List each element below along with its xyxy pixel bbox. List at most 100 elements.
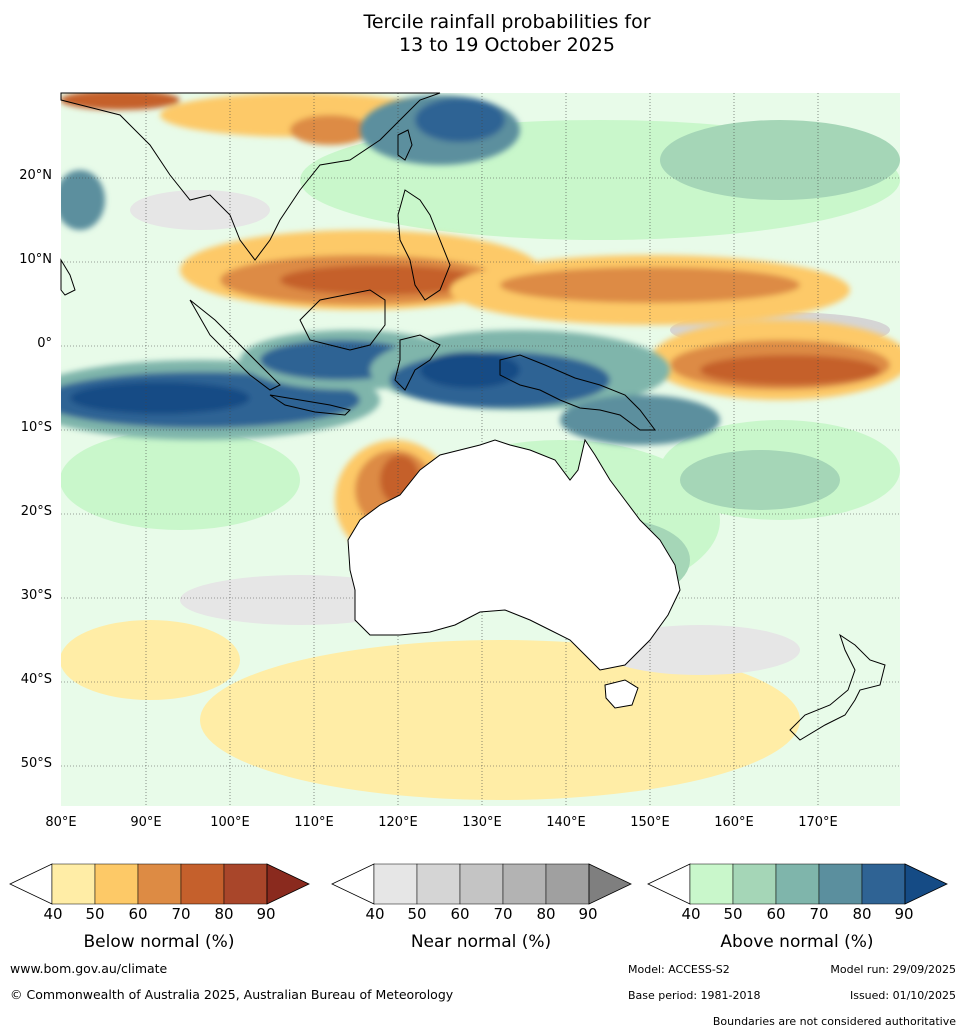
legend-above-over-triangle	[904, 863, 948, 905]
legend-below-over-triangle	[266, 863, 310, 905]
footer-copyright: © Commonwealth of Australia 2025, Austra…	[10, 987, 454, 1002]
legend-above-segment-50	[732, 863, 777, 905]
lon-label-100e: 100°E	[210, 815, 250, 830]
sumatra-outline	[189, 299, 281, 391]
legend-above-segment-60	[775, 863, 820, 905]
lon-label-120e: 120°E	[378, 815, 418, 830]
legend-near-segment-50	[416, 863, 461, 905]
legend-near-over-triangle	[588, 863, 632, 905]
legend-near-tick-80: 80	[536, 905, 556, 923]
java-outline	[269, 394, 351, 416]
graticule	[61, 93, 900, 806]
legend-above-tick-70: 70	[809, 905, 829, 923]
legend-near-segment-70	[502, 863, 547, 905]
legend-below-under-triangle	[9, 863, 53, 905]
shade-below-south-china-sea-core	[280, 265, 480, 295]
footer-disclaimer: Boundaries are not considered authoritat…	[712, 1015, 956, 1028]
legend-near-title: Near normal (%)	[410, 932, 552, 952]
legend-near-tick-60: 60	[450, 905, 470, 923]
footer-model: Model: ACCESS-S2	[628, 963, 730, 976]
lon-label-140e: 140°E	[546, 815, 586, 830]
shade-below-bay-north-core	[290, 115, 370, 145]
lon-label-130e: 130°E	[462, 815, 502, 830]
legend-below-segment-80	[223, 863, 268, 905]
borneo-outline	[299, 289, 386, 351]
coastlines	[60, 92, 886, 741]
shade-below-southwest	[61, 620, 240, 700]
legend-near-segment-60	[459, 863, 504, 905]
footer-model-run: Model run: 29/09/2025	[830, 963, 956, 976]
lon-label-90e: 90°E	[130, 815, 162, 830]
footer-issued: Issued: 01/10/2025	[849, 989, 956, 1002]
legend-above-under-triangle	[647, 863, 691, 905]
legend-colorbars	[9, 863, 948, 905]
legend-near-tick-40: 40	[365, 905, 385, 923]
legend-near-tick-50: 50	[407, 905, 427, 923]
legend-near-tick-70: 70	[493, 905, 513, 923]
asia-coastline	[60, 92, 441, 261]
legend-above-segment-80	[861, 863, 906, 905]
legend-above-bar	[647, 863, 948, 905]
legend-below-tick-80: 80	[214, 905, 234, 923]
shade-below-equatorial-pacific-core	[700, 355, 880, 385]
lat-label-0: 0°	[37, 336, 52, 351]
new-zealand-outline	[789, 633, 886, 741]
lon-label-160e: 160°E	[714, 815, 754, 830]
lat-label-30s: 30°S	[20, 588, 52, 603]
legend-below-tick-60: 60	[128, 905, 148, 923]
legend-near-bar	[331, 863, 632, 905]
philippines-outline	[397, 189, 451, 301]
lon-label-80e: 80°E	[45, 815, 77, 830]
legend-above-segment-40	[689, 863, 734, 905]
shade-near-bay-of-bengal	[130, 190, 270, 230]
shade-above-taiwan-core	[415, 98, 505, 142]
legend-below-tick-50: 50	[85, 905, 105, 923]
legend-above-tick-90: 90	[894, 905, 914, 923]
probability-shading	[61, 93, 900, 806]
legend-above-title: Above normal (%)	[720, 932, 874, 952]
shade-above-northeast	[660, 120, 900, 200]
legend-below-segment-40	[51, 863, 96, 905]
shade-above-arabian-sea	[61, 170, 105, 230]
shade-above-coral-sea-core	[680, 450, 840, 510]
australia-landmass	[347, 438, 681, 671]
taiwan-outline	[397, 129, 413, 161]
legend-above-tick-50: 50	[723, 905, 743, 923]
shade-below-india-north	[61, 93, 180, 110]
lat-label-20s: 20°S	[20, 504, 52, 519]
legend-below-tick-70: 70	[171, 905, 191, 923]
legend-near-segment-80	[545, 863, 590, 905]
shade-above-eq-indian-core	[70, 382, 250, 414]
lon-label-150e: 150°E	[630, 815, 670, 830]
legend-below-segment-70	[180, 863, 225, 905]
legend-above-tick-80: 80	[852, 905, 872, 923]
legend-below-bar	[9, 863, 310, 905]
legend-below-segment-50	[94, 863, 139, 905]
shade-above-maritime-east-core	[420, 352, 520, 388]
map-title-line1: Tercile rainfall probabilities for	[363, 11, 651, 33]
legend-near-segment-40	[373, 863, 418, 905]
lon-label-170e: 170°E	[798, 815, 838, 830]
legend-above-tick-60: 60	[766, 905, 786, 923]
shade-above-southern-indian-ocean	[61, 430, 300, 530]
tasmania-landmass	[604, 679, 639, 709]
legend-above-tick-40: 40	[681, 905, 701, 923]
lat-label-50s: 50°S	[20, 756, 52, 771]
sulawesi-outline	[394, 334, 441, 391]
lat-label-40s: 40°S	[20, 672, 52, 687]
lat-label-20n: 20°N	[19, 168, 52, 183]
legend-below-segment-60	[137, 863, 182, 905]
sri-lanka-outline	[60, 258, 76, 296]
new-guinea-outline	[499, 354, 656, 431]
legend-near-tick-90: 90	[578, 905, 598, 923]
legend-near-under-triangle	[331, 863, 375, 905]
lat-label-10n: 10°N	[19, 252, 52, 267]
shade-above-png-south	[560, 395, 720, 445]
lat-label-10s: 10°S	[20, 420, 52, 435]
shade-above-equatorial-band	[61, 95, 720, 445]
legend-below-tick-40: 40	[43, 905, 63, 923]
lon-label-110e: 110°E	[294, 815, 334, 830]
footer-base-period: Base period: 1981-2018	[628, 989, 761, 1002]
legend-below-title: Below normal (%)	[83, 932, 235, 952]
